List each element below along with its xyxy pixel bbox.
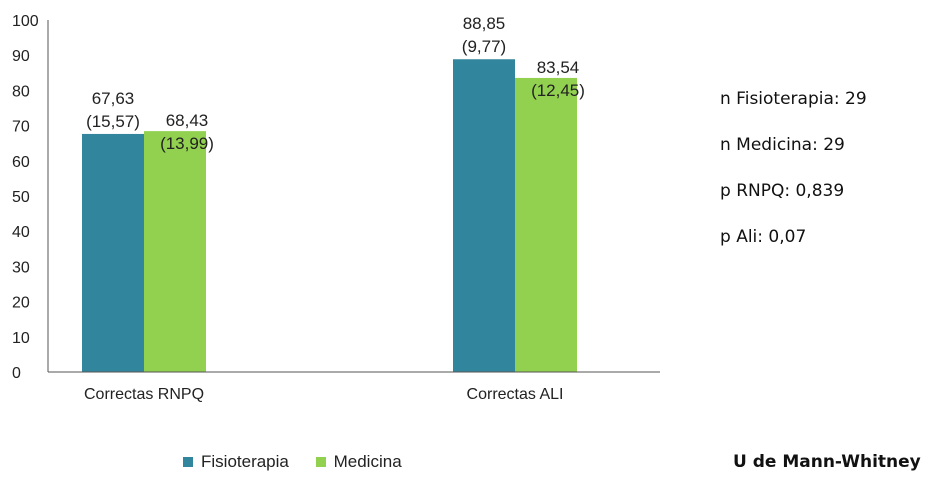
x-tick-label: Correctas RNPQ xyxy=(84,386,204,403)
legend-item-fisioterapia: Fisioterapia xyxy=(183,452,289,472)
stat-p-ali: p Ali: 0,07 xyxy=(720,227,807,247)
bar-value-label: 68,43 xyxy=(166,111,209,130)
legend-item-medicina: Medicina xyxy=(315,452,402,472)
statistical-test-name: U de Mann-Whitney xyxy=(733,452,921,472)
bar-fisioterapia-2 xyxy=(453,59,515,373)
bar-value-labels: 67,63 (15,57) 88,85 (9,77) 68,43 (13,99) 83,54… xyxy=(86,14,585,153)
y-axis-ticks: 0 10 20 30 40 50 60 70 80 90 100 xyxy=(12,13,39,382)
bars xyxy=(82,59,577,373)
x-axis-tick-labels: Correctas RNPQ Correctas ALI xyxy=(84,386,563,403)
y-tick-label: 90 xyxy=(12,48,30,65)
sample-statistics: n Fisioterapia: 29 n Medicina: 29 p RNPQ… xyxy=(720,88,867,272)
x-tick-label: Correctas ALI xyxy=(467,386,564,403)
bar-fisioterapia-1 xyxy=(82,133,144,372)
y-tick-label: 60 xyxy=(12,154,30,171)
y-tick-label: 10 xyxy=(12,330,30,347)
stat-p-rnpq: p RNPQ: 0,839 xyxy=(720,181,845,201)
chart-legend: Fisioterapia Medicina xyxy=(183,452,424,472)
y-tick-label: 30 xyxy=(12,259,30,276)
stat-n-fisioterapia: n Fisioterapia: 29 xyxy=(720,89,867,109)
y-tick-label: 70 xyxy=(12,119,30,136)
bar-sd-label: (15,57) xyxy=(86,112,140,131)
y-tick-label: 20 xyxy=(12,295,30,312)
bar-value-label: 67,63 xyxy=(92,89,135,108)
legend-label-medicina: Medicina xyxy=(333,452,402,471)
bar-value-label: 83,54 xyxy=(537,58,580,77)
y-tick-label: 0 xyxy=(12,365,21,382)
bar-medicina-2 xyxy=(515,77,577,372)
y-tick-label: 80 xyxy=(12,83,30,100)
legend-label-fisioterapia: Fisioterapia xyxy=(201,452,289,471)
legend-swatch-fisioterapia xyxy=(183,457,193,467)
y-tick-label: 40 xyxy=(12,224,30,241)
y-tick-label: 50 xyxy=(12,189,30,206)
bar-sd-label: (9,77) xyxy=(462,37,506,56)
bar-sd-label: (12,45) xyxy=(531,81,585,100)
bar-value-label: 88,85 xyxy=(463,14,506,33)
bar-medicina-1 xyxy=(144,131,206,372)
bar-sd-label: (13,99) xyxy=(160,134,214,153)
legend-swatch-medicina xyxy=(315,457,326,467)
stat-n-medicina: n Medicina: 29 xyxy=(720,135,845,155)
y-tick-label: 100 xyxy=(12,13,39,30)
